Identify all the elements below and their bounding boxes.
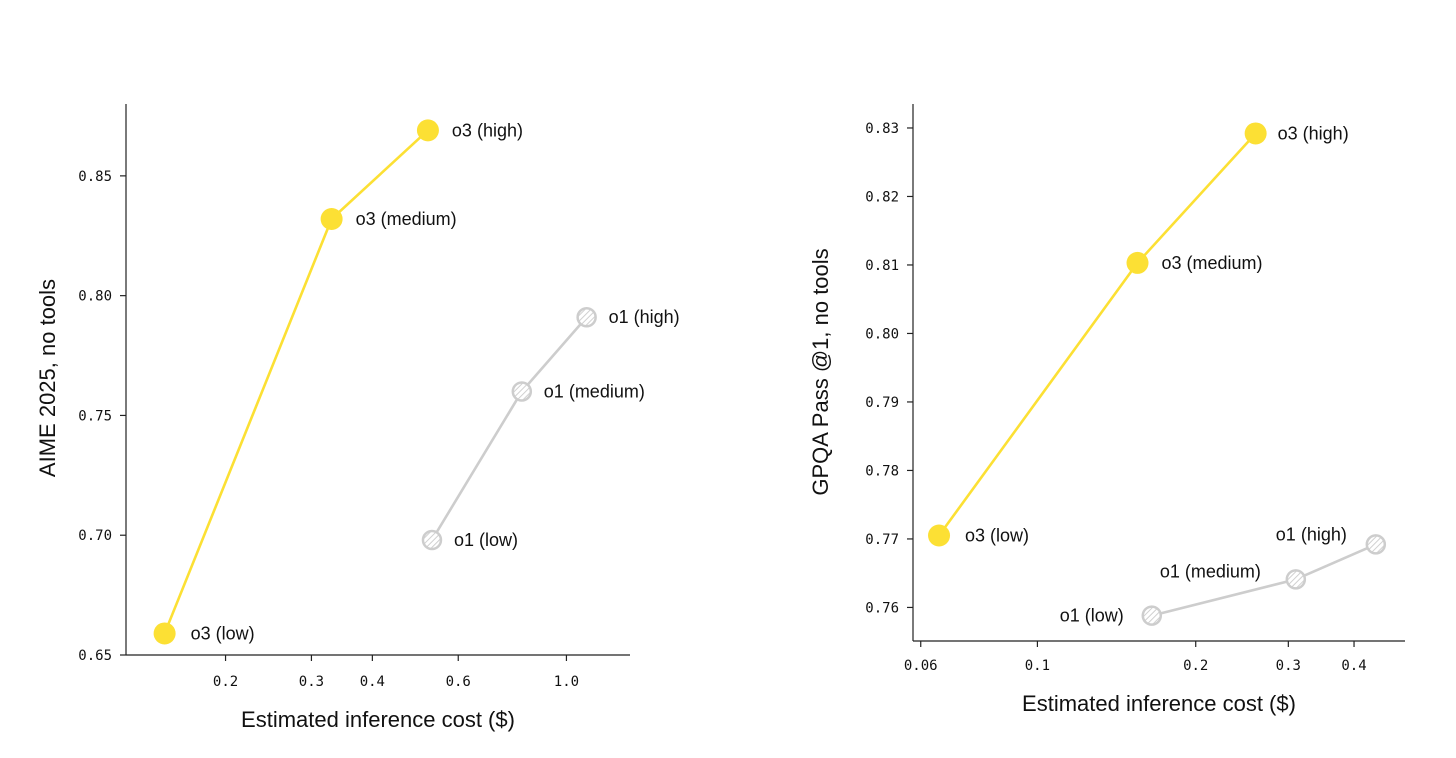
series-line-o3 (163, 129, 429, 634)
y-tick-label: 0.79 (865, 395, 899, 411)
y-tick-label: 0.70 (78, 528, 112, 544)
point-label-o3: o3 (medium) (356, 209, 457, 229)
x-tick-label: 0.6 (446, 674, 471, 690)
point-label-o3: o3 (high) (1278, 123, 1349, 143)
y-axis-label: AIME 2025, no tools (35, 279, 60, 477)
x-tick-label: 0.3 (299, 674, 324, 690)
y-tick-label: 0.76 (865, 600, 899, 616)
point-o3 (153, 622, 176, 645)
point-label-o1: o1 (high) (1276, 524, 1347, 544)
y-tick-label: 0.83 (865, 121, 899, 137)
point-o1 (1365, 534, 1387, 555)
x-tick-label: 0.3 (1276, 658, 1301, 674)
point-label-o1: o1 (medium) (1160, 561, 1261, 581)
x-axis-label: Estimated inference cost ($) (1022, 691, 1296, 716)
point-label-o1: o1 (low) (454, 530, 518, 550)
point-o1 (511, 381, 533, 402)
x-axis-label: Estimated inference cost ($) (241, 707, 515, 732)
x-tick-label: 0.2 (1183, 658, 1208, 674)
y-tick-label: 0.80 (865, 326, 899, 342)
y-tick-label: 0.75 (78, 408, 112, 424)
point-o3 (1244, 122, 1267, 145)
y-tick-label: 0.82 (865, 189, 899, 205)
point-o1 (1141, 605, 1163, 626)
series-line-o1 (430, 316, 588, 541)
point-o1 (576, 306, 597, 328)
x-tick-label: 0.1 (1025, 658, 1050, 674)
y-tick-label: 0.81 (865, 258, 899, 274)
point-label-o3: o3 (low) (191, 623, 255, 643)
point-o1 (1285, 569, 1307, 590)
x-tick-label: 1.0 (554, 674, 579, 690)
gpqa-chart: 0.76 0.77 0.78 0.79 0.80 0.81 0.82 0.83 0.06 0.1 0… (808, 104, 1405, 716)
y-tick-label: 0.85 (78, 169, 112, 185)
point-label-o3: o3 (low) (965, 526, 1029, 546)
point-label-o1: o1 (medium) (544, 381, 645, 401)
point-label-o1: o1 (low) (1060, 606, 1124, 626)
point-label-o3: o3 (medium) (1162, 253, 1263, 273)
point-o3 (416, 119, 439, 142)
x-tick-label: 0.4 (360, 674, 385, 690)
y-tick-label: 0.80 (78, 289, 112, 305)
y-axis-label: GPQA Pass @1, no tools (808, 248, 833, 495)
y-tick-label: 0.77 (865, 532, 899, 548)
x-tick-label: 0.4 (1341, 658, 1366, 674)
x-tick-label: 0.2 (213, 674, 238, 690)
series-line-o3 (937, 132, 1257, 537)
point-o3 (928, 524, 951, 547)
y-tick-label: 0.65 (78, 648, 112, 664)
point-label-o3: o3 (high) (452, 120, 523, 140)
point-o3 (320, 207, 343, 230)
x-tick-label: 0.06 (904, 658, 938, 674)
y-tick-label: 0.78 (865, 463, 899, 479)
point-o1 (421, 529, 443, 551)
point-o3 (1126, 251, 1149, 274)
aime-chart: 0.65 0.70 0.75 0.80 0.85 0.2 0.3 0.4 0.6 1.0 Estim… (35, 104, 680, 732)
point-label-o1: o1 (high) (609, 307, 680, 327)
